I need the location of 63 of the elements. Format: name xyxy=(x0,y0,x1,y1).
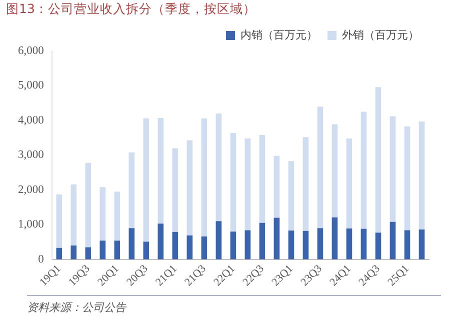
bar xyxy=(143,242,150,260)
chart-title: 图13：公司营业收入拆分（季度，按区域） xyxy=(6,1,256,18)
bar xyxy=(143,118,150,242)
bar xyxy=(100,240,106,260)
bar xyxy=(390,222,396,260)
bar xyxy=(317,106,324,228)
bar xyxy=(85,247,92,260)
bar xyxy=(128,152,135,228)
bar xyxy=(230,232,236,260)
bar xyxy=(186,140,193,236)
bar xyxy=(114,240,120,260)
bar xyxy=(158,118,164,224)
legend-label: 内销（百万元） xyxy=(240,28,318,42)
bar xyxy=(375,232,382,260)
bar xyxy=(302,137,309,231)
bar xyxy=(418,230,425,260)
bar xyxy=(346,228,352,260)
y-tick-label: 3,000 xyxy=(18,149,44,162)
bar xyxy=(114,192,120,241)
bar xyxy=(244,230,251,260)
y-tick-label: 6,000 xyxy=(18,45,44,58)
bar xyxy=(172,148,178,232)
bar xyxy=(259,135,266,223)
bar xyxy=(360,112,367,229)
bar xyxy=(56,248,62,260)
bar xyxy=(70,245,77,260)
bar xyxy=(216,114,222,222)
bar xyxy=(288,230,294,260)
bar xyxy=(418,122,425,230)
bar xyxy=(259,222,266,260)
bar xyxy=(158,224,164,260)
bar xyxy=(216,221,222,260)
bar xyxy=(128,228,135,260)
y-tick-label: 1,000 xyxy=(18,218,44,231)
y-tick-label: 5,000 xyxy=(18,80,44,92)
bar xyxy=(332,124,338,218)
bar xyxy=(332,217,338,260)
bar xyxy=(100,187,106,241)
bar xyxy=(360,228,367,260)
bar xyxy=(244,138,251,230)
bar xyxy=(346,138,352,228)
bar xyxy=(70,184,77,246)
bar xyxy=(317,228,324,260)
text: 资料来源：公司公告 xyxy=(27,300,126,315)
legend-label: 外销（百万元） xyxy=(342,28,419,42)
bar xyxy=(85,162,92,248)
bar xyxy=(274,156,280,218)
bar xyxy=(404,230,410,260)
bar xyxy=(375,87,382,233)
bar xyxy=(302,230,309,260)
bar xyxy=(230,132,236,232)
bar xyxy=(274,218,280,260)
y-tick-label: 4,000 xyxy=(18,114,44,126)
bar xyxy=(288,161,294,231)
y-tick-label: 0 xyxy=(38,253,44,266)
bar xyxy=(390,116,396,222)
y-tick-label: 2,000 xyxy=(18,184,44,196)
bar xyxy=(201,118,208,236)
bar xyxy=(186,235,193,260)
bar xyxy=(404,126,410,230)
bar xyxy=(201,236,208,260)
bar xyxy=(56,194,62,248)
bar xyxy=(172,232,178,260)
